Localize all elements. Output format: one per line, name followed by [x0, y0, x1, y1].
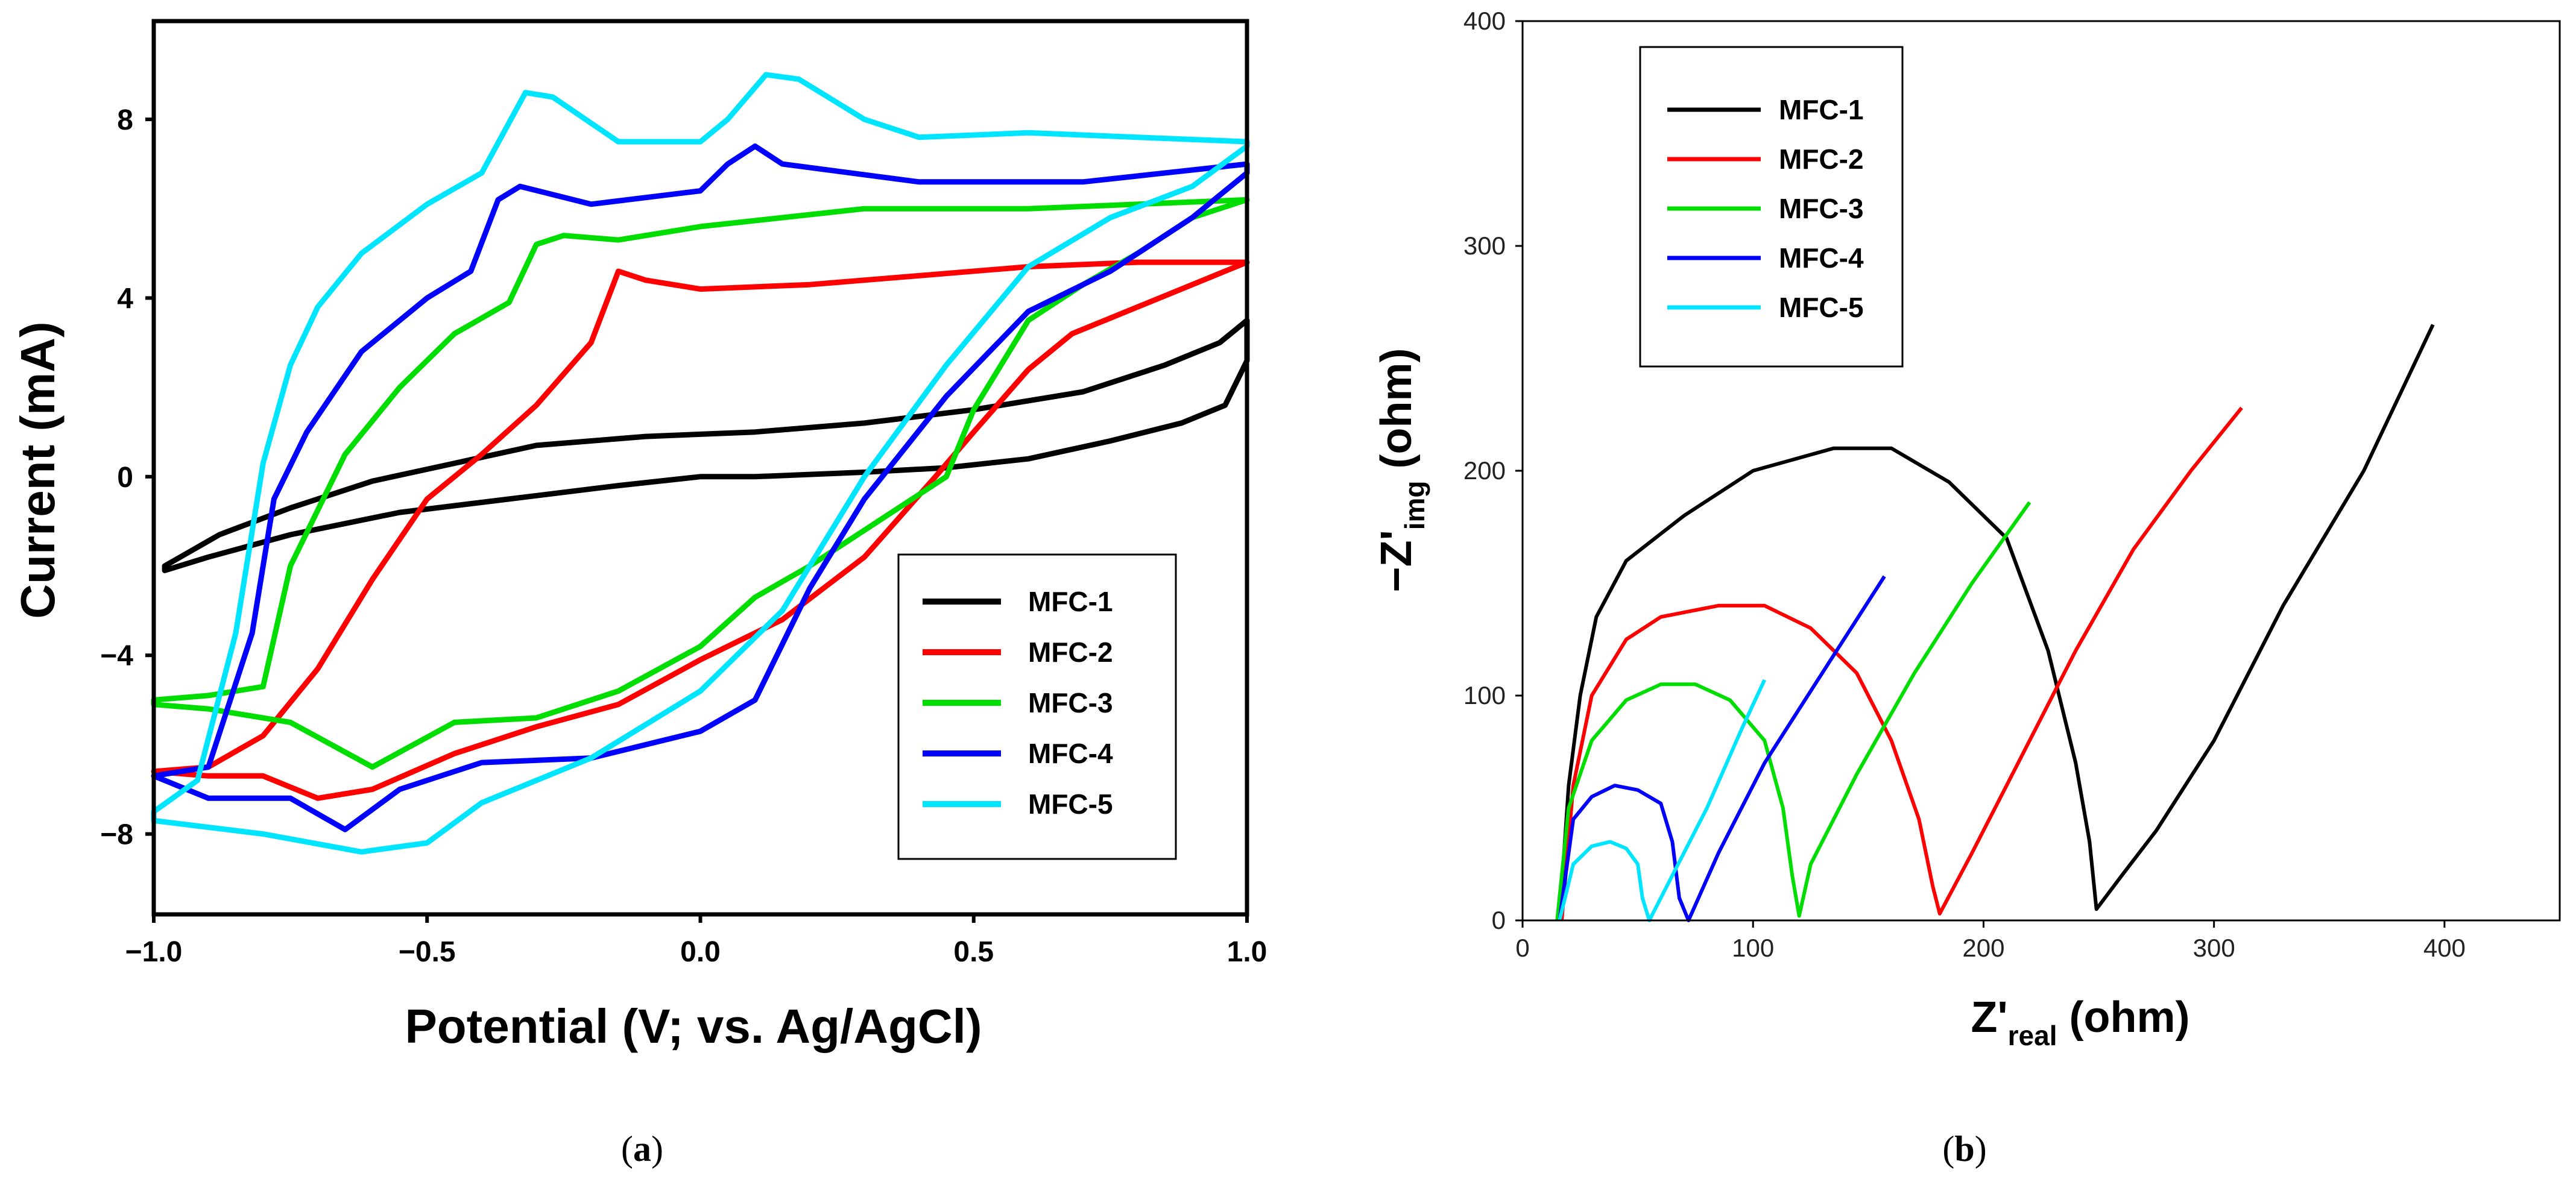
panel-b-series-line-mfc-2	[1560, 406, 2243, 921]
panel-b-legend-label-mfc-3: MFC-3	[1779, 193, 1864, 224]
panel-a-xtick-label: 0.0	[680, 936, 721, 968]
panel-a-legend: MFC-1 MFC-2 MFC-3 MFC-4 MFC-5	[897, 553, 1177, 860]
panel-b-series-line-mfc-5	[1558, 679, 1767, 922]
panel-a-ytick-label: 8	[117, 104, 133, 136]
panel-b-ytick-label: 100	[1463, 681, 1506, 709]
panel-b-ytick-label: 200	[1463, 456, 1506, 485]
panel-b-caption: (b)	[1942, 1129, 1986, 1169]
panel-a-ytick-label: −8	[100, 819, 133, 851]
panel-a-xlabel: Potential (V; vs. Ag/AgCl)	[405, 999, 982, 1053]
panel-b-ylabel-main: −Z'	[1372, 530, 1421, 592]
panel-b-xlabel-main: Z'	[1971, 993, 2008, 1042]
panel-a-legend-label-mfc-3: MFC-3	[1028, 687, 1113, 718]
panel-b-ytick-label: 300	[1463, 231, 1506, 260]
panel-b-ytick-label: 400	[1463, 7, 1506, 35]
panel-b-ylabel-sub: img	[1399, 481, 1430, 530]
panel-b-ylabel-unit: (ohm)	[1372, 348, 1421, 481]
panel-b-legend-label-mfc-5: MFC-5	[1779, 292, 1864, 323]
panel-a-caption-letter: a	[633, 1129, 651, 1169]
panel-b-legend-label-mfc-4: MFC-4	[1779, 242, 1864, 274]
panel-b-xtick-label: 300	[2193, 934, 2235, 962]
panel-b-xlabel-sub: real	[2008, 1020, 2057, 1051]
panel-a-xtick-label: −0.5	[399, 936, 456, 968]
panel-a-legend-label-mfc-4: MFC-4	[1028, 738, 1113, 769]
panel-a-xtick-label: 1.0	[1227, 936, 1267, 968]
panel-a-legend-label-mfc-2: MFC-2	[1028, 637, 1113, 668]
panel-b-xtick-label: 200	[1962, 934, 2004, 962]
panel-a-series-line-mfc-4	[151, 143, 1250, 832]
panel-b-xlabel: Z'real (ohm)	[1971, 993, 2190, 1051]
panel-b-ylabel: −Z'img (ohm)	[1372, 348, 1430, 593]
panel-a-legend-label-mfc-5: MFC-5	[1028, 788, 1113, 820]
panel-a-chart: Current (mA) Potential (V; vs. Ag/AgCl) …	[11, 19, 1267, 1053]
panel-b-series-line-mfc-3	[1555, 501, 2031, 921]
panel-b-ytick-label: 0	[1492, 906, 1506, 934]
panel-b-xlabel-unit: (ohm)	[2057, 993, 2190, 1042]
panel-a-series-line-mfc-1	[162, 318, 1250, 573]
panel-a-series-line-mfc-2	[151, 259, 1250, 801]
panel-a-ylabel: Current (mA)	[11, 321, 65, 618]
panel-a-caption: (a)	[621, 1129, 663, 1169]
panel-b-xtick-label: 400	[2423, 934, 2466, 962]
panel-a-ytick-label: 4	[117, 283, 133, 315]
panel-b-legend-label-mfc-2: MFC-2	[1779, 143, 1864, 175]
panel-a-series-line-mfc-5	[151, 72, 1250, 855]
panel-a-legend-box	[897, 553, 1177, 860]
panel-a-ytick-label: 0	[117, 462, 133, 494]
panel-b-xtick-label: 0	[1515, 934, 1529, 962]
panel-a-ytick-label: −4	[100, 640, 133, 672]
panel-b-caption-letter: b	[1954, 1129, 1974, 1169]
panel-b-xtick-label: 100	[1732, 934, 1774, 962]
panel-b-series-line-mfc-4	[1558, 575, 1886, 922]
panel-b-chart: −Z'img (ohm) Z'real (ohm) 0 100 200 300 400 0…	[1372, 7, 2561, 1051]
panel-a-xtick-label: −1.0	[125, 936, 183, 968]
panel-a-xtick-label: 0.5	[953, 936, 994, 968]
panel-b-legend-label-mfc-1: MFC-1	[1779, 94, 1864, 125]
panel-b-legend: MFC-1 MFC-2 MFC-3 MFC-4 MFC-5	[1639, 46, 1904, 368]
panel-a-legend-label-mfc-1: MFC-1	[1028, 586, 1113, 617]
panel-b-series-line-mfc-1	[1558, 324, 2435, 921]
